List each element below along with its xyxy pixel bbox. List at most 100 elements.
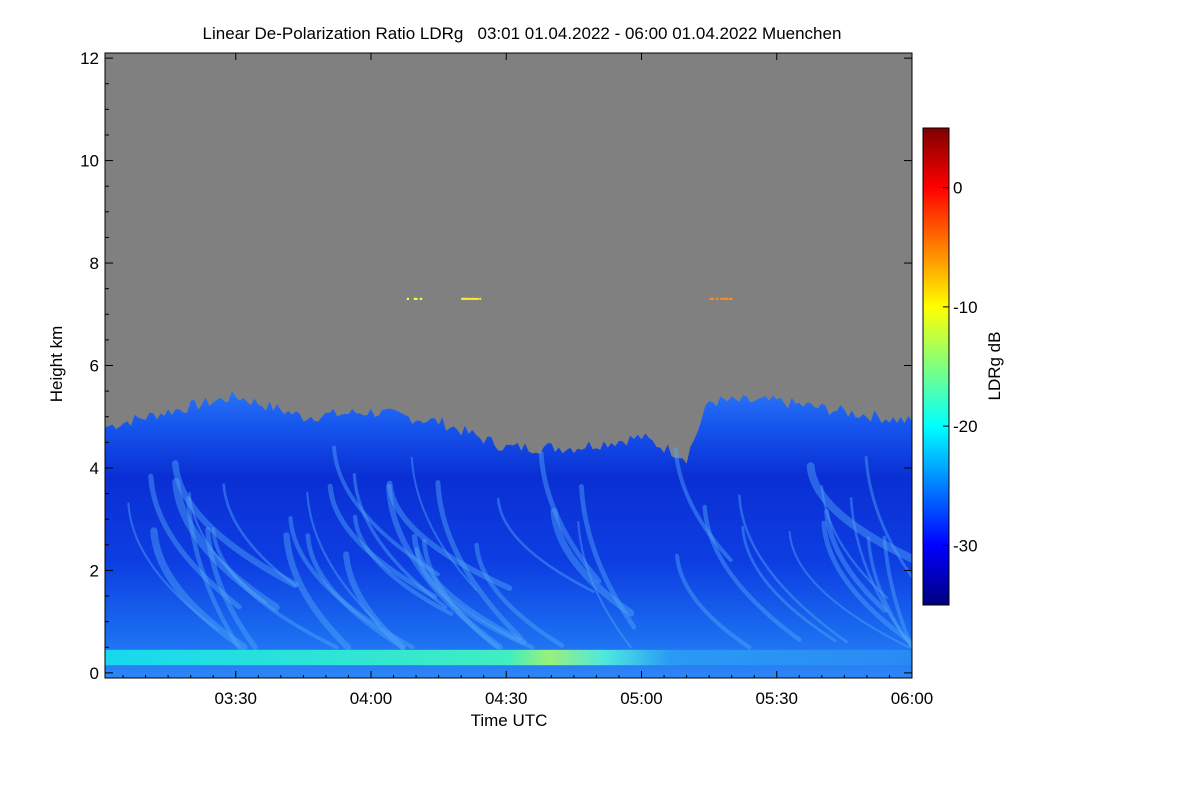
colorbar-ticks: 0 -10 -20 -30 [943, 179, 978, 555]
near-surface-layer [105, 649, 912, 666]
fall-streak [386, 483, 503, 651]
x-tick-label: 04:30 [485, 689, 528, 708]
y-tick-label: 2 [90, 561, 99, 580]
colorbar-tick-label: -10 [953, 298, 978, 317]
fall-streak [332, 445, 440, 577]
fall-streak [150, 527, 248, 651]
colorbar-label: LDRg dB [985, 332, 1004, 401]
y-tick-label: 0 [90, 664, 99, 683]
fall-streak [741, 525, 837, 643]
fall-streak [306, 491, 381, 626]
fall-streak [172, 460, 299, 588]
speckle [729, 297, 731, 300]
fall-streaks [127, 445, 912, 651]
colorbar-gradient [922, 127, 950, 606]
y-tick-label: 12 [80, 49, 99, 68]
plot-area [105, 53, 912, 678]
speckle [722, 297, 725, 300]
x-tick-label: 06:00 [891, 689, 934, 708]
speckle [730, 297, 733, 300]
fall-streak [550, 507, 635, 617]
fall-streak [538, 450, 602, 584]
y-tick-label: 4 [90, 459, 99, 478]
speckle [709, 297, 712, 300]
fall-streak [675, 553, 752, 650]
speckle [726, 297, 729, 300]
speckle [461, 297, 464, 300]
speckle [465, 297, 468, 300]
fall-streak [882, 535, 912, 650]
fall-streak [738, 494, 848, 644]
y-axis-label: Height km [47, 326, 66, 403]
fall-streak [820, 485, 888, 599]
speckle [414, 297, 416, 300]
chart-title: Linear De-Polarization Ratio LDRg 03:01 … [203, 24, 842, 43]
colorbar: 0 -10 -20 -30 LDRg dB [922, 127, 1004, 606]
fall-streak [864, 456, 912, 579]
x-tick-label: 05:00 [620, 689, 663, 708]
y-axis: 0 2 4 6 8 10 12 [80, 49, 912, 683]
fall-streak [127, 502, 220, 631]
fall-streak [410, 456, 478, 591]
fall-streak [474, 542, 565, 648]
speckle [419, 297, 422, 300]
y-tick-label: 10 [80, 152, 99, 171]
y-tick-label: 8 [90, 254, 99, 273]
speckle [463, 297, 466, 300]
x-axis-label: Time UTC [471, 711, 548, 730]
fall-streak [211, 527, 339, 650]
fall-streak [205, 527, 258, 650]
speckle [476, 297, 479, 300]
speckle [479, 297, 482, 300]
x-tick-label: 04:00 [350, 689, 393, 708]
fall-streak [386, 480, 513, 591]
speckle [406, 297, 409, 300]
fall-streak [806, 462, 912, 563]
fall-streak [352, 473, 448, 609]
fall-streak [343, 551, 406, 651]
x-tick-label: 03:30 [214, 689, 257, 708]
speckle [472, 297, 475, 300]
speckle [712, 297, 715, 300]
fall-streak [702, 504, 802, 642]
speckle [716, 297, 719, 300]
fall-streak [411, 533, 527, 645]
fall-streak [172, 478, 280, 612]
speckle [468, 297, 471, 300]
fall-streak [577, 521, 632, 649]
fall-streak [496, 497, 595, 593]
speckle [474, 297, 477, 300]
fall-streak [824, 509, 888, 613]
fall-streak [435, 480, 523, 641]
fall-streak [866, 536, 912, 649]
fall-streak [352, 514, 454, 616]
x-tick-label: 05:30 [755, 689, 798, 708]
fall-streak [673, 447, 733, 562]
speckle [469, 297, 472, 300]
fall-streak [222, 483, 297, 587]
fall-streak [305, 533, 406, 650]
fall-streak [849, 496, 912, 649]
fall-streak [414, 547, 535, 650]
fall-streak [188, 492, 268, 604]
high-speckles [406, 297, 733, 300]
x-axis: 03:30 04:00 04:30 05:00 05:30 06:00 [122, 53, 934, 708]
fall-streak [283, 532, 352, 651]
fall-streak [148, 473, 242, 610]
colorbar-tick-label: -30 [953, 536, 978, 555]
cloud-region [105, 390, 912, 678]
colorbar-tick-label: 0 [953, 179, 962, 198]
colorbar-tick-label: -20 [953, 417, 978, 436]
fall-streak [821, 520, 912, 646]
fall-streak [788, 531, 910, 649]
fall-streak [186, 496, 241, 650]
y-tick-label: 6 [90, 357, 99, 376]
speckle [415, 297, 418, 300]
speckle [720, 297, 723, 300]
fall-streak [288, 516, 415, 650]
fall-streak [327, 483, 438, 599]
fall-streak [421, 538, 500, 650]
speckle [725, 297, 727, 300]
fall-streak [579, 484, 637, 630]
